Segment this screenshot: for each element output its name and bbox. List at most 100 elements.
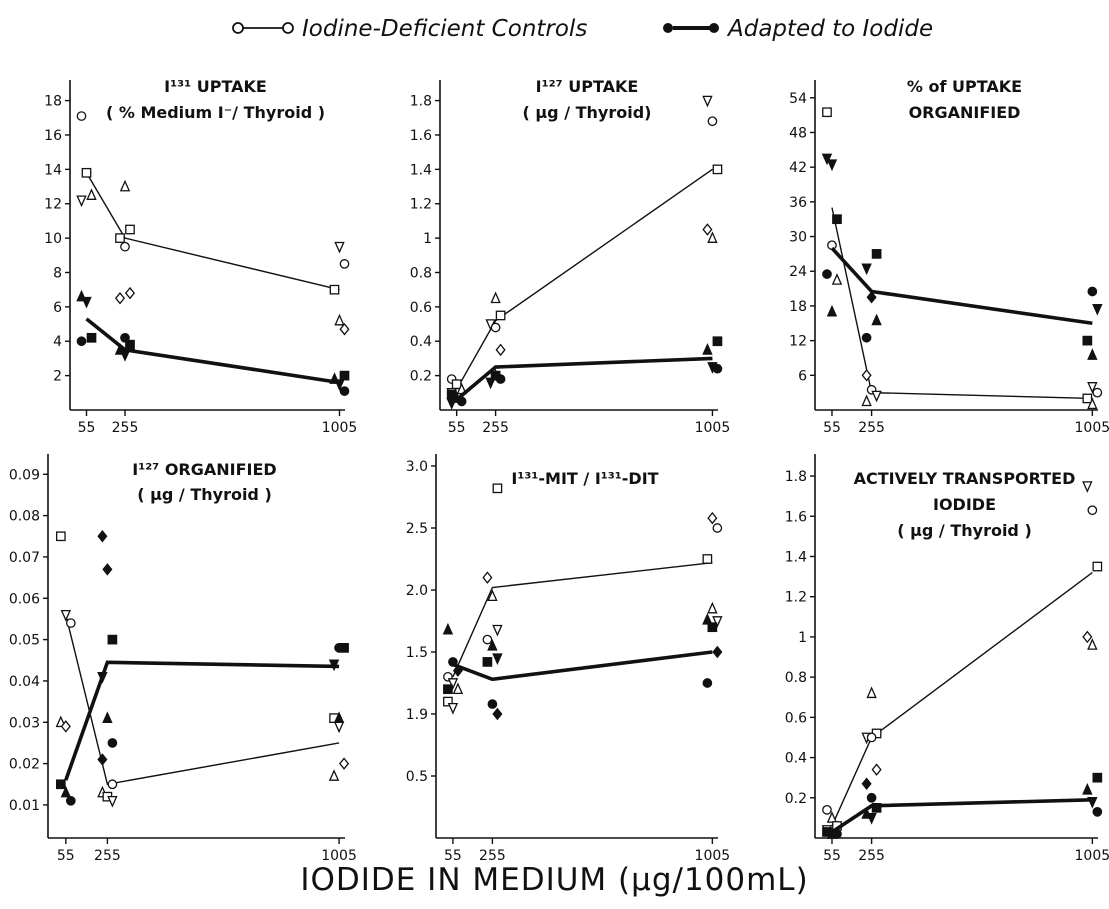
adapted-point [102, 711, 113, 723]
control-point [1082, 481, 1093, 493]
adapted-point [712, 363, 723, 374]
control-point [827, 240, 837, 251]
control-point [495, 310, 506, 321]
control-point [485, 319, 496, 331]
x-tick-label: 255 [482, 420, 509, 436]
y-tick-label: 36 [789, 195, 807, 211]
y-tick-label: 24 [789, 264, 807, 280]
control-point [1092, 561, 1103, 572]
y-tick-label: 0.8 [410, 265, 432, 281]
control-point [334, 313, 345, 326]
control-point [866, 732, 877, 743]
control-point [832, 821, 842, 831]
control-point [871, 763, 882, 776]
y-tick-label: 0.07 [9, 550, 40, 566]
panel-2: I¹²⁷ UPTAKE ( µg / Thyroid) 0.2 0.4 0.6 0.8 1 1… [410, 77, 731, 436]
adapted-point [446, 389, 457, 400]
panel-title-line: ACTIVELY TRANSPORTED [854, 469, 1076, 488]
adapted-point [492, 653, 503, 665]
x-axis-label: IODIDE IN MEDIUM (µg/100mL) [300, 862, 809, 898]
y-tick-label: 0.2 [410, 369, 432, 385]
panel-title-line: I¹³¹ UPTAKE [164, 77, 267, 96]
control-point [329, 713, 339, 723]
adapted-point [1092, 807, 1103, 817]
control-point [107, 779, 118, 790]
adapted-point [866, 813, 877, 825]
y-tick-label: 1.4 [410, 162, 432, 178]
panel-6: ACTIVELY TRANSPORTED IODIDE ( µg / Thyroid… [785, 454, 1109, 864]
control-point [76, 195, 87, 208]
panel-title-line: ( µg / Thyroid ) [897, 521, 1032, 540]
control-point [447, 678, 459, 690]
panel-title-line: % of UPTAKE [907, 77, 1022, 96]
adapted-point [125, 339, 135, 350]
y-tick-label: 12 [789, 334, 807, 350]
adapted-point [866, 291, 877, 304]
y-tick-label: 10 [44, 231, 62, 247]
y-tick-label: 2 [53, 369, 62, 385]
panel-title-line: I¹²⁷ ORGANIFIED [132, 460, 276, 479]
control-point [871, 390, 882, 403]
adapted-point [120, 332, 130, 343]
adapted-point [871, 313, 882, 326]
adapted-point [339, 370, 350, 381]
control-series-line [831, 207, 1093, 400]
y-tick-label: 0.06 [9, 591, 40, 607]
adapted-series-line [830, 246, 1093, 326]
y-tick-label: 0.8 [785, 670, 807, 686]
control-point [490, 322, 501, 333]
adapted-point [333, 711, 345, 723]
adapted-point [1082, 335, 1093, 346]
adapted-point [114, 343, 126, 355]
control-point [1087, 382, 1098, 394]
control-point [120, 241, 130, 252]
y-tick-label: 3.0 [406, 459, 428, 475]
control-point [65, 618, 76, 628]
adapted-point [1092, 772, 1103, 783]
control-series-line [831, 572, 1093, 827]
control-point [822, 107, 832, 118]
control-point [831, 273, 843, 285]
adapted-point [821, 153, 833, 166]
control-point [55, 715, 67, 728]
y-tick-label: 0.4 [785, 751, 807, 767]
adapted-point [448, 657, 458, 667]
control-point [871, 728, 882, 739]
adapted-point [107, 738, 118, 748]
adapted-point [55, 779, 66, 790]
y-tick-label: 4 [53, 334, 62, 350]
y-tick-label: 0.04 [9, 674, 40, 690]
adapted-point [81, 296, 92, 309]
adapted-series-line [64, 660, 340, 781]
adapted-point [482, 657, 493, 667]
panel-title-line: ORGANIFIED [909, 103, 1021, 122]
y-tick-label: 18 [44, 94, 62, 110]
adapted-point [707, 622, 718, 633]
y-tick-label: 1.6 [410, 128, 432, 144]
adapted-series-line [85, 317, 340, 385]
control-point [1087, 638, 1098, 650]
y-tick-label: 0.5 [406, 769, 428, 785]
adapted-point [861, 777, 872, 790]
panel-title-line: ( µg / Thyroid) [523, 103, 652, 122]
adapted-point [452, 664, 463, 677]
legend: Iodine-Deficient Controls Adapted to Iod… [232, 16, 933, 42]
control-point [329, 284, 340, 295]
adapted-point [490, 368, 501, 381]
adapted-point [822, 827, 832, 837]
adapted-point [456, 396, 467, 407]
y-tick-label: 1 [423, 231, 432, 247]
control-point [492, 624, 503, 637]
adapted-point [339, 386, 350, 396]
legend-filled-marker [663, 23, 719, 33]
control-point [1087, 397, 1098, 410]
adapted-point [97, 671, 108, 684]
adapted-point [485, 377, 496, 390]
adapted-point [334, 643, 344, 653]
y-tick-label: 42 [789, 160, 807, 176]
control-point [822, 804, 832, 815]
adapted-point [861, 332, 872, 343]
control-point [1092, 387, 1103, 398]
